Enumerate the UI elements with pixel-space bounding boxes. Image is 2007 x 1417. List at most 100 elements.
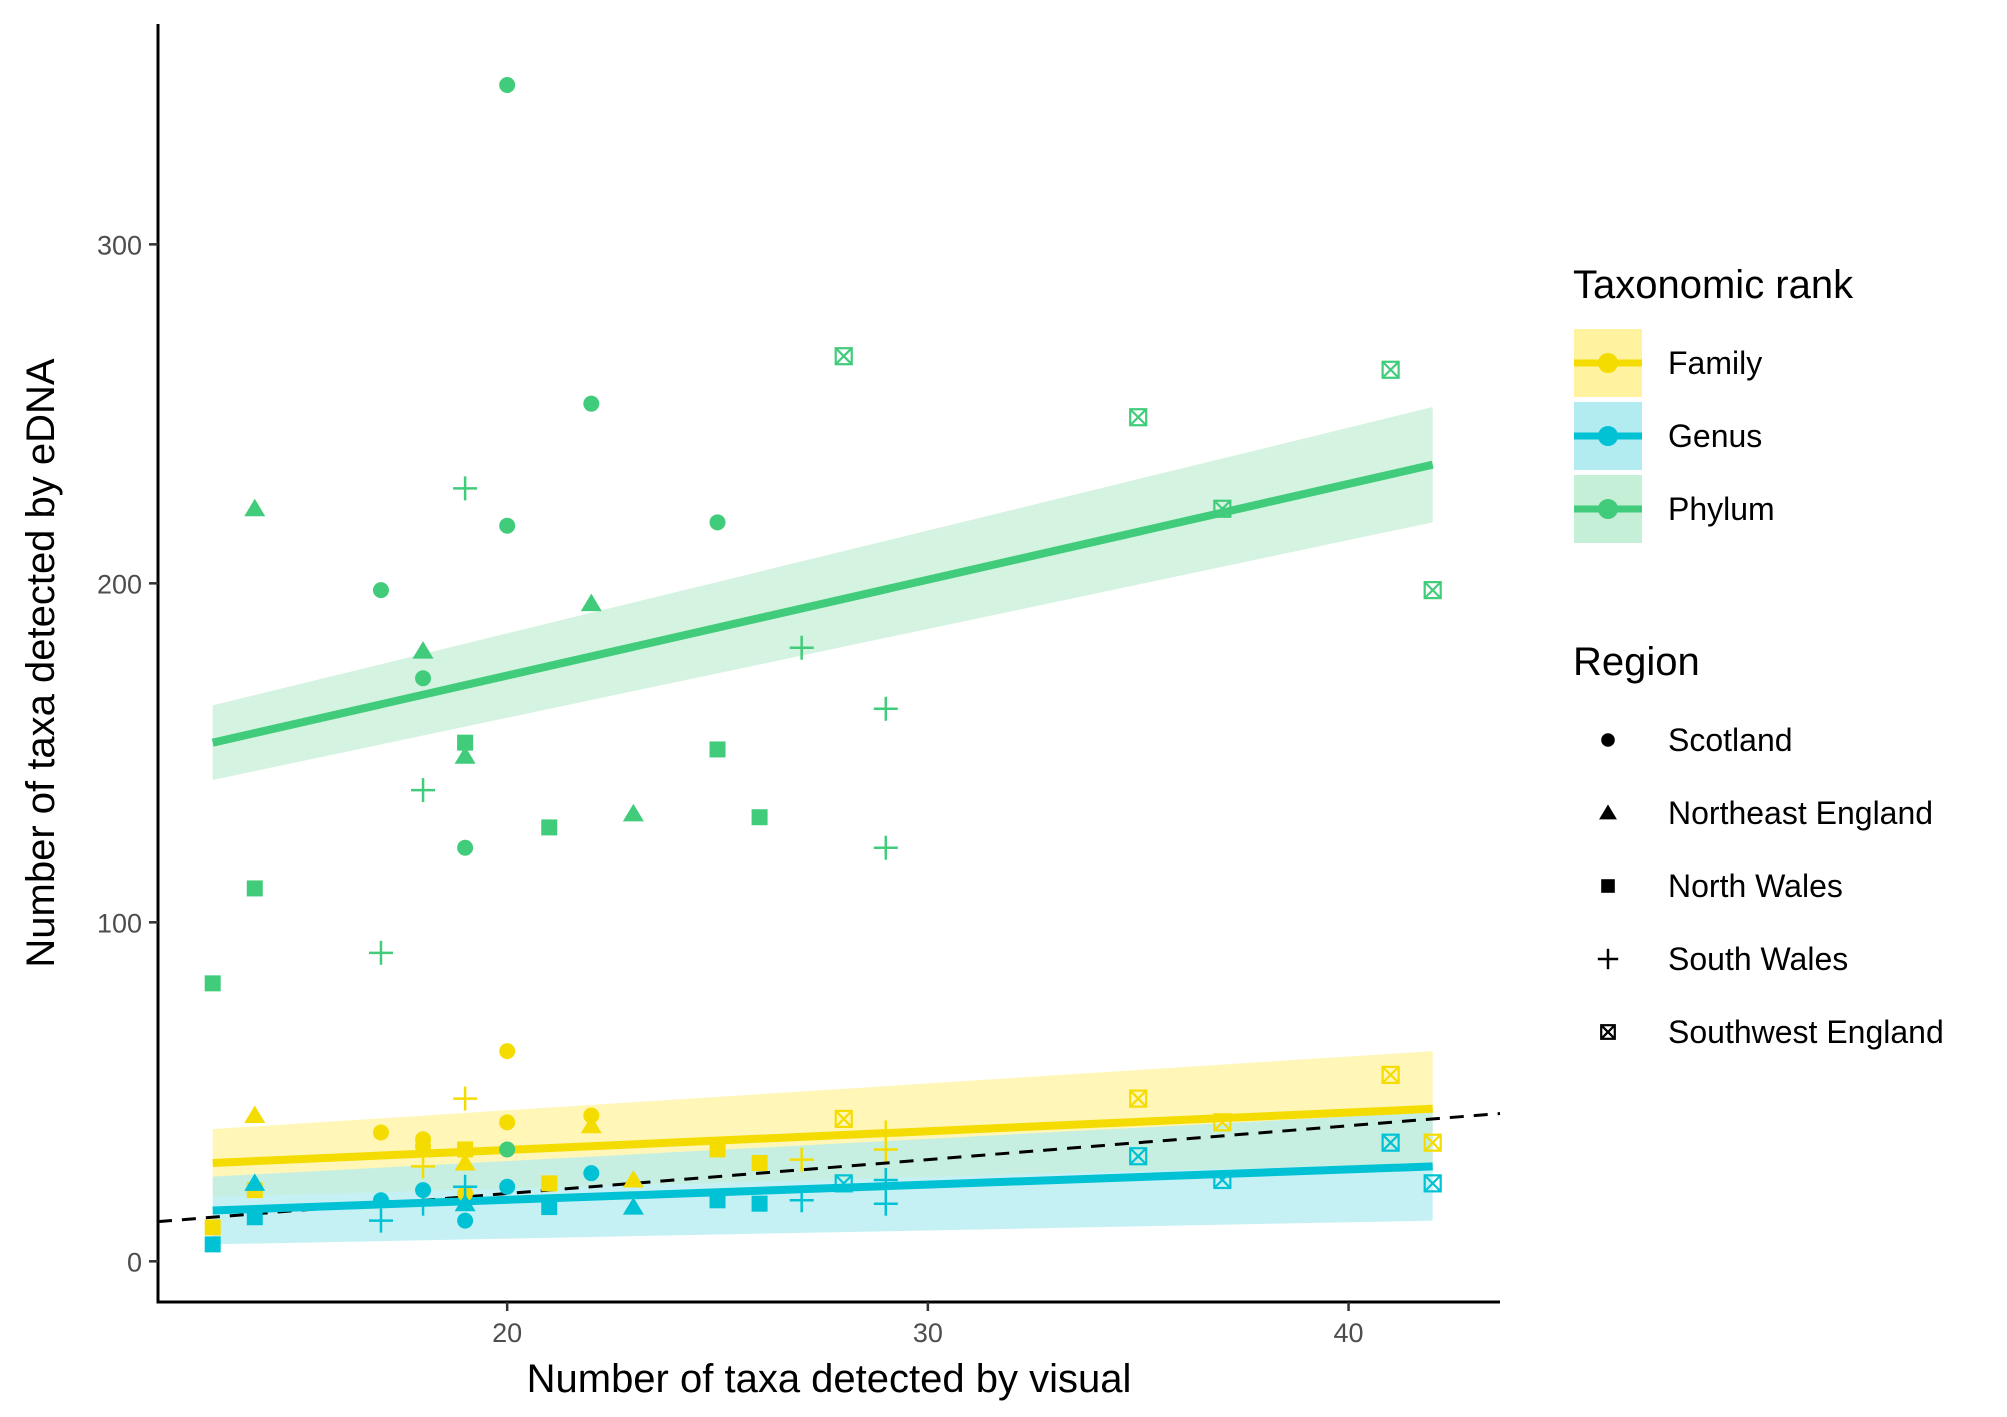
x-axis-title: Number of taxa detected by visual [527, 1357, 1132, 1401]
data-point-phylum [873, 835, 898, 860]
legend-key-region: Scotland [1601, 722, 1793, 758]
legend-label-region: Northeast England [1668, 795, 1933, 831]
data-point-phylum [709, 514, 726, 531]
data-points [204, 77, 1442, 1253]
data-point-genus [372, 1192, 389, 1209]
data-point-phylum [457, 839, 474, 856]
legend-key-region: North Wales [1601, 868, 1843, 904]
data-point-phylum [751, 809, 768, 826]
data-point-genus [453, 1174, 478, 1199]
data-point-genus [411, 1191, 436, 1216]
data-point-genus [873, 1191, 898, 1216]
y-tick-label: 100 [97, 908, 142, 938]
data-point-family [204, 1219, 221, 1236]
color-legend-title: Taxonomic rank [1573, 263, 1854, 307]
y-tick-label: 300 [97, 230, 142, 260]
data-point-family [453, 1086, 478, 1111]
data-point-genus [454, 1193, 476, 1212]
y-axis-title: Number of taxa detected by eDNA [19, 358, 63, 968]
data-point-phylum [372, 582, 389, 599]
data-point-family [1213, 1113, 1232, 1132]
data-point-genus [499, 1178, 516, 1195]
data-point-genus [368, 1208, 393, 1233]
data-point-genus [1213, 1170, 1232, 1190]
data-point-family [415, 1138, 432, 1155]
color-legend-keys: Family Genus Phylum [1574, 329, 1775, 543]
data-point-family [789, 1147, 814, 1172]
triangle-icon [1599, 804, 1617, 820]
shape-legend-title: Region [1573, 640, 1700, 684]
data-point-genus [415, 1182, 432, 1199]
y-tick-label: 200 [97, 569, 142, 599]
data-point-genus [789, 1188, 814, 1213]
data-point-family [622, 1169, 644, 1188]
x-tick-label: 20 [492, 1318, 522, 1348]
data-point-family [751, 1155, 768, 1172]
data-point-family [372, 1124, 389, 1141]
confidence-bands [212, 407, 1433, 1245]
legend-label-region: North Wales [1668, 868, 1843, 904]
data-point-genus [622, 1197, 644, 1215]
data-point-family [1423, 1133, 1442, 1152]
data-point-family [244, 1105, 266, 1124]
data-point-phylum [583, 395, 600, 412]
data-point-phylum [873, 696, 898, 721]
legend-label-region: Southwest England [1668, 1014, 1944, 1050]
data-point-phylum [244, 498, 266, 517]
y-tick-label: 0 [127, 1247, 142, 1277]
data-point-family [834, 1109, 853, 1129]
legend-label-genus: Genus [1668, 418, 1762, 454]
data-point-phylum [412, 641, 434, 659]
data-point-phylum [499, 517, 516, 534]
data-point-genus [834, 1174, 853, 1193]
data-point-genus [1129, 1147, 1148, 1166]
data-point-phylum [454, 746, 476, 764]
data-point-family [709, 1141, 726, 1158]
data-point-family [1129, 1089, 1148, 1108]
data-point-genus [751, 1195, 768, 1212]
legend-label-region: South Wales [1668, 941, 1848, 977]
data-point-phylum [457, 734, 474, 751]
legend-key-genus: Genus [1574, 402, 1762, 470]
data-point-phylum [1213, 499, 1232, 518]
data-point-phylum [1423, 581, 1442, 600]
data-point-genus [244, 1173, 266, 1191]
legend-key-region: Southwest England [1600, 1014, 1944, 1050]
square-icon [1601, 879, 1615, 893]
x-tick-label: 30 [913, 1318, 943, 1348]
legend-label-family: Family [1668, 345, 1762, 381]
data-point-family [580, 1115, 602, 1134]
axis-ticks: 20 30 40 0 100 200 300 [97, 230, 1364, 1348]
data-point-family [454, 1153, 476, 1171]
data-point-genus [873, 1167, 898, 1192]
data-point-genus [709, 1192, 726, 1209]
data-point-phylum [499, 1141, 516, 1158]
data-point-family [583, 1107, 600, 1124]
circle-icon [1601, 733, 1615, 747]
plus-icon [1597, 948, 1619, 970]
fit-line-phylum [211, 460, 1434, 747]
data-point-phylum [1381, 360, 1400, 379]
boxx-icon [1600, 1024, 1616, 1040]
data-point-phylum [499, 77, 516, 94]
legend-key-region: South Wales [1597, 941, 1848, 977]
data-point-family [457, 1141, 474, 1158]
confidence-band-genus [212, 1112, 1433, 1245]
data-point-genus [457, 1212, 474, 1229]
data-point-phylum [204, 975, 221, 992]
data-point-phylum [789, 635, 814, 660]
data-point-genus [246, 1209, 263, 1226]
data-point-family [1381, 1065, 1400, 1084]
legend-key-phylum: Phylum [1574, 475, 1775, 543]
data-point-phylum [415, 670, 432, 687]
data-point-phylum [453, 476, 478, 501]
data-point-family [499, 1114, 516, 1131]
data-point-family [541, 1175, 558, 1192]
data-point-genus [204, 1236, 221, 1253]
data-point-phylum [834, 347, 853, 366]
axes [156, 24, 1500, 1304]
confidence-band-phylum [212, 407, 1433, 780]
data-point-phylum [541, 819, 558, 836]
